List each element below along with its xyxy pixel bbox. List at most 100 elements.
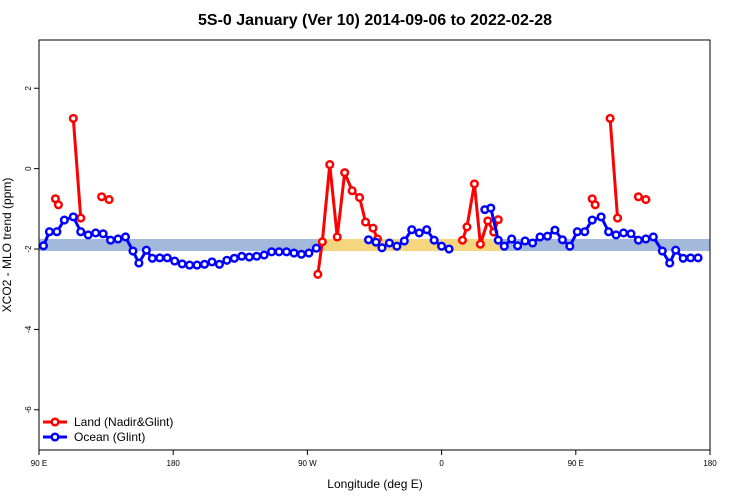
data-point <box>97 192 107 202</box>
data-point <box>693 253 703 263</box>
data-point <box>274 247 284 257</box>
data-point <box>134 258 144 268</box>
data-point <box>76 213 86 223</box>
data-point <box>493 215 503 225</box>
data-point <box>392 241 402 251</box>
data-point <box>618 228 629 238</box>
series-line <box>71 118 83 219</box>
x-axis-label: Longitude (deg E) <box>327 477 422 491</box>
data-point <box>68 113 78 123</box>
data-point <box>296 249 306 259</box>
data-point <box>469 179 479 189</box>
data-point <box>192 260 202 270</box>
data-point <box>513 241 523 251</box>
data-point <box>486 203 496 213</box>
data-point <box>311 243 321 253</box>
data-point <box>587 215 597 225</box>
data-point <box>162 253 172 263</box>
data-point <box>76 227 86 237</box>
series-line <box>608 118 620 219</box>
data-point <box>141 245 151 255</box>
data-point <box>68 212 78 222</box>
series-ocean <box>38 203 703 270</box>
data-point <box>590 200 600 210</box>
data-point <box>229 253 239 263</box>
data-point <box>657 246 667 256</box>
data-point <box>355 193 365 203</box>
data-point <box>528 238 538 248</box>
data-point <box>53 200 63 210</box>
data-point <box>361 217 371 227</box>
legend-label: Land (Nadir&Glint) <box>74 415 173 429</box>
data-point <box>289 248 299 258</box>
data-point <box>475 239 485 249</box>
data-point <box>313 269 323 279</box>
data-point <box>304 248 314 258</box>
y-tick-label: -4 <box>24 325 33 333</box>
legend-marker <box>50 432 60 442</box>
data-point <box>493 235 503 245</box>
data-point <box>507 234 517 244</box>
data-point <box>613 213 623 223</box>
data-point <box>686 253 696 263</box>
data-point <box>214 259 224 269</box>
data-point <box>678 253 688 263</box>
data-point <box>91 228 101 238</box>
data-point <box>641 195 651 205</box>
data-point <box>368 223 378 233</box>
data-point <box>596 212 606 222</box>
data-point <box>604 227 614 237</box>
x-axis: 90 E 180 90 W 0 90 E 180 <box>31 450 717 468</box>
data-point <box>59 215 69 225</box>
data-point <box>259 250 269 260</box>
data-point <box>407 225 417 235</box>
data-point <box>641 234 651 244</box>
data-point <box>44 227 54 237</box>
data-point <box>98 229 108 239</box>
data-point <box>347 186 357 196</box>
legend: Land (Nadir&Glint)Ocean (Glint) <box>43 415 173 444</box>
x-tick-label: 180 <box>167 459 181 468</box>
data-point <box>665 258 675 268</box>
x-tick-label: 90 E <box>568 459 584 468</box>
x-tick-label: 90 E <box>31 459 47 468</box>
y-tick-label: -6 <box>24 406 33 414</box>
data-point <box>207 257 217 267</box>
data-point <box>222 255 232 265</box>
data-point <box>542 231 553 241</box>
x-tick-label: 0 <box>439 459 444 468</box>
data-point <box>550 225 560 235</box>
legend-label: Ocean (Glint) <box>74 430 145 444</box>
data-point <box>325 160 335 170</box>
plot-frame <box>38 39 711 451</box>
legend-marker <box>50 417 60 427</box>
data-point <box>399 236 409 246</box>
data-point <box>384 238 394 248</box>
data-point <box>185 260 195 270</box>
data-point <box>244 252 254 262</box>
data-point <box>377 243 387 253</box>
y-tick-label: 2 <box>24 85 33 90</box>
data-point <box>340 168 350 178</box>
data-point <box>565 241 575 251</box>
data-point <box>38 241 49 251</box>
data-point <box>52 227 62 237</box>
x-tick-label: 180 <box>703 459 717 468</box>
data-point <box>332 232 342 242</box>
y-axis: 2 0 -2 -4 -6 <box>24 85 39 413</box>
data-point <box>120 232 131 242</box>
data-point <box>128 246 138 256</box>
y-axis-label: XCO2 - MLO trend (ppm) <box>0 178 14 313</box>
y-tick-label: 0 <box>24 166 33 171</box>
series-layer <box>38 113 703 279</box>
data-point <box>83 230 93 240</box>
data-point <box>648 232 658 242</box>
data-point <box>437 241 447 251</box>
data-point <box>520 236 530 246</box>
data-point <box>633 235 643 245</box>
data-point <box>106 235 116 245</box>
land-band-segment <box>317 238 376 252</box>
data-point <box>535 232 545 242</box>
data-point <box>199 259 210 269</box>
